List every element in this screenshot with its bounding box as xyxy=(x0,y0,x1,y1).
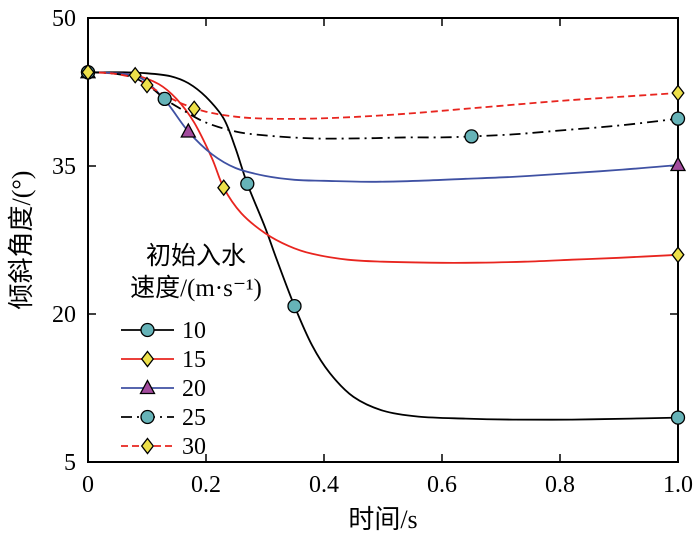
legend-title-line1: 初始入水 xyxy=(146,242,246,270)
diamond-marker xyxy=(671,246,685,264)
series-line-15 xyxy=(87,71,679,264)
plot-border xyxy=(87,17,679,463)
circle-marker xyxy=(240,176,255,191)
diamond-marker xyxy=(140,350,155,368)
x-tick-label: 0.6 xyxy=(427,472,457,498)
circle-marker xyxy=(670,410,686,425)
series-line-20 xyxy=(87,71,679,183)
circle-marker xyxy=(140,322,155,338)
diamond-marker xyxy=(128,66,142,84)
x-tick-label: 0.8 xyxy=(545,472,575,498)
diamond-marker xyxy=(671,84,685,102)
circle-marker xyxy=(670,111,686,126)
diamond-marker xyxy=(140,437,155,455)
legend-label-15: 15 xyxy=(182,347,206,373)
y-tick-label: 50 xyxy=(52,6,76,32)
y-tick-label: 35 xyxy=(52,154,76,180)
series-line-25 xyxy=(87,71,679,140)
x-axis-title: 时间/s xyxy=(348,505,417,534)
circle-marker xyxy=(157,91,172,107)
y-axis-title: 倾斜角度/(°) xyxy=(7,171,36,310)
circle-marker xyxy=(140,409,155,425)
triangle-marker xyxy=(139,379,156,395)
triangle-marker xyxy=(180,122,197,138)
series-line-30 xyxy=(87,71,679,120)
x-tick-label: 0 xyxy=(82,472,94,498)
legend-label-30: 30 xyxy=(182,434,206,460)
triangle-marker xyxy=(669,156,687,172)
y-tick-label: 5 xyxy=(64,450,76,476)
circle-marker xyxy=(464,129,479,144)
legend-title-line2: 速度/(m·s⁻¹) xyxy=(130,274,262,302)
circle-marker xyxy=(287,298,302,314)
diamond-marker xyxy=(217,179,231,197)
diamond-marker xyxy=(81,63,95,81)
diamond-marker xyxy=(187,100,201,118)
x-tick-label: 0.4 xyxy=(309,472,339,498)
y-tick-label: 20 xyxy=(52,302,76,328)
legend-label-10: 10 xyxy=(182,318,206,344)
legend-label-20: 20 xyxy=(182,376,206,402)
x-tick-label: 1.0 xyxy=(663,472,693,498)
diamond-marker xyxy=(140,76,154,94)
x-tick-label: 0.2 xyxy=(191,472,221,498)
legend-label-25: 25 xyxy=(182,405,206,431)
series-line-10 xyxy=(87,71,679,421)
